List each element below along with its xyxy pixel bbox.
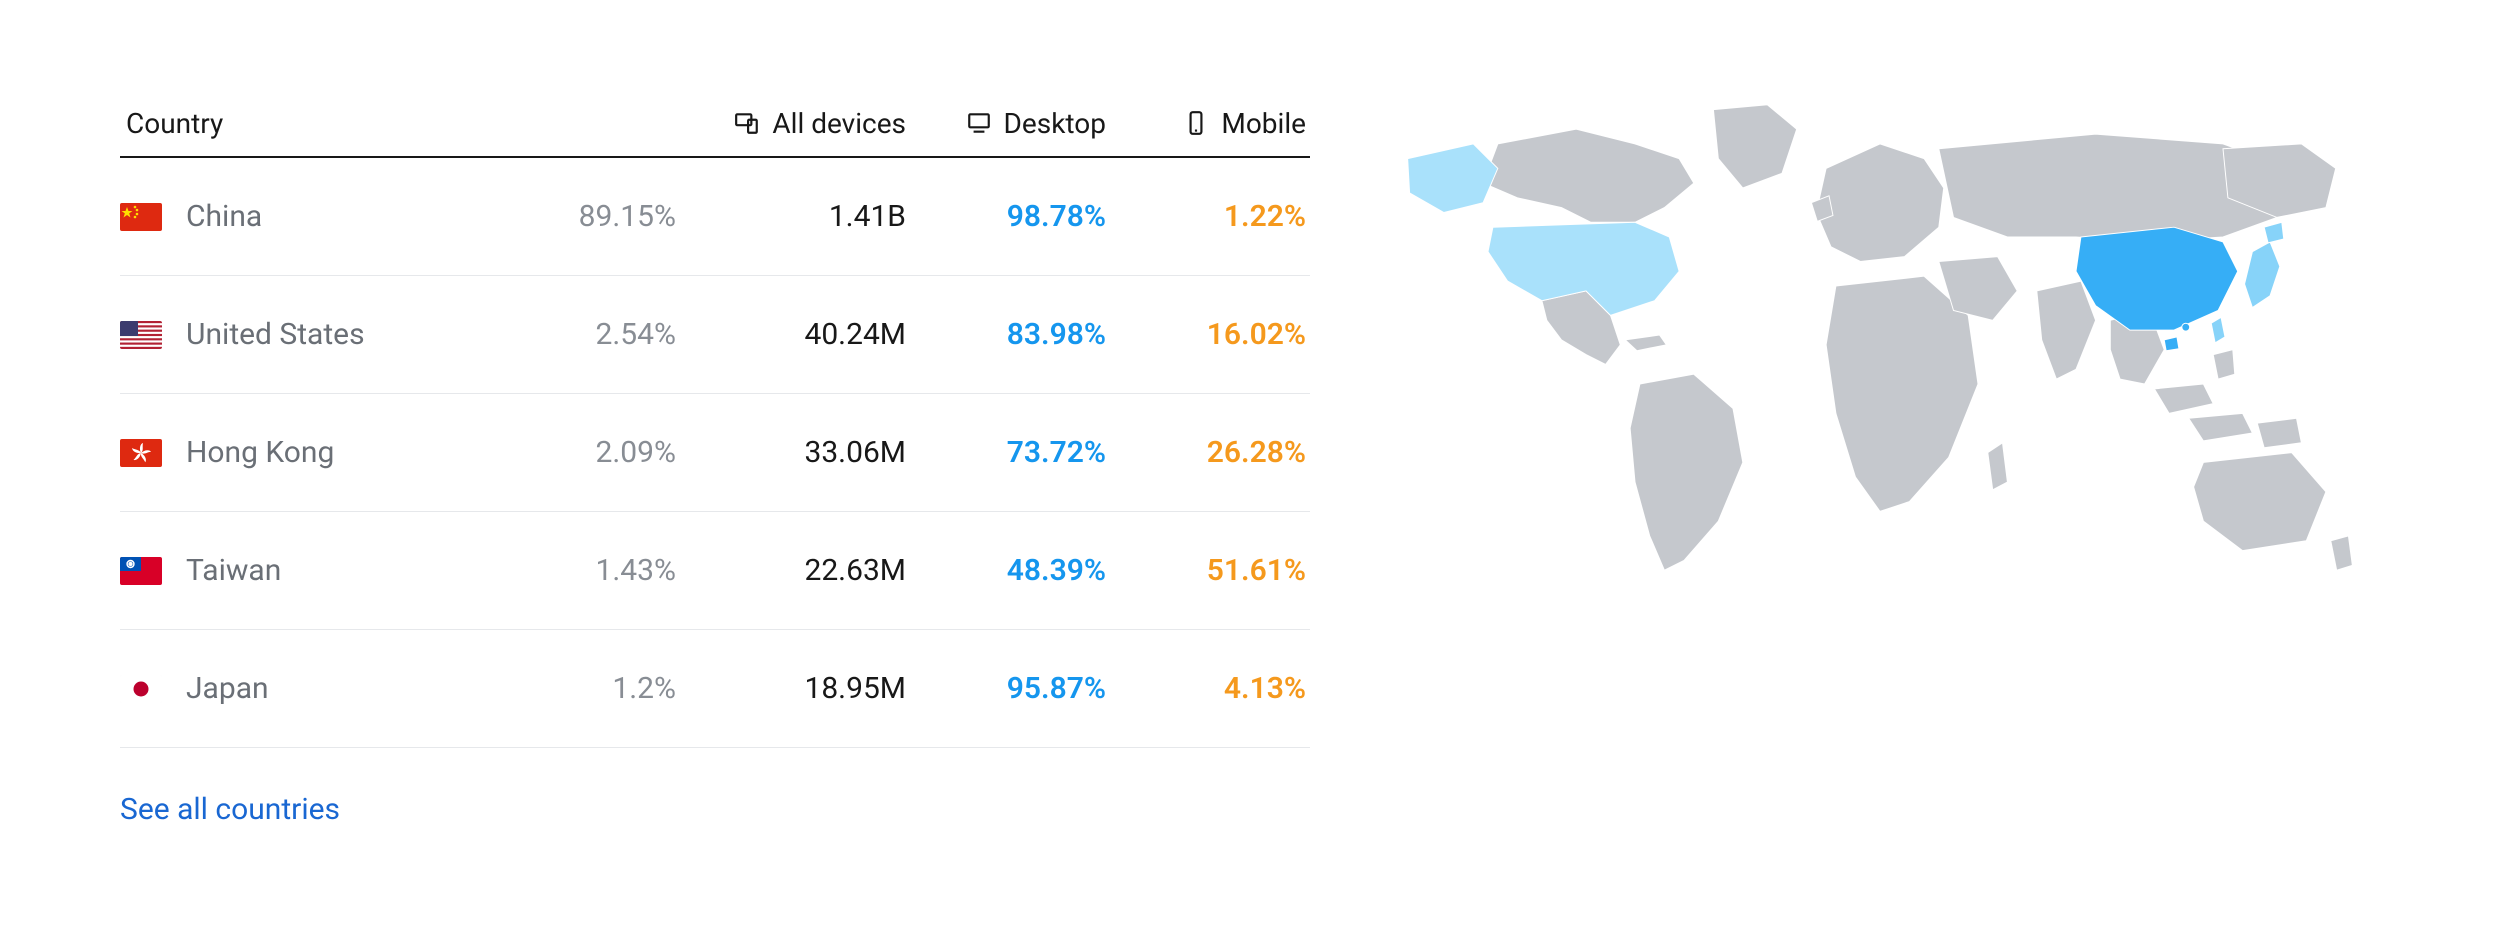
country-flag-cn xyxy=(120,203,186,231)
world-map-svg xyxy=(1390,90,2370,600)
country-flag-us xyxy=(120,321,186,349)
desktop-value: 48.39% xyxy=(906,553,1106,588)
column-header-all-devices-label: All devices xyxy=(772,107,906,140)
table-row[interactable]: Hong Kong 2.09% 33.06M 73.72% 26.28% xyxy=(120,394,1310,512)
country-name: China xyxy=(186,199,486,234)
map-region-cn-hainan[interactable] xyxy=(2164,337,2179,351)
column-header-mobile-label: Mobile xyxy=(1221,107,1306,140)
world-map xyxy=(1390,90,2370,600)
all-devices-value: 40.24M xyxy=(676,317,906,352)
country-name: Hong Kong xyxy=(186,435,486,470)
all-devices-value: 33.06M xyxy=(676,435,906,470)
country-name: Taiwan xyxy=(186,553,486,588)
desktop-value: 95.87% xyxy=(906,671,1106,706)
mobile-value: 1.22% xyxy=(1106,199,1306,234)
mobile-value: 51.61% xyxy=(1106,553,1306,588)
desktop-value: 73.72% xyxy=(906,435,1106,470)
all-devices-value: 22.63M xyxy=(676,553,906,588)
country-flag-tw xyxy=(120,557,186,585)
table-row[interactable]: United States 2.54% 40.24M 83.98% 16.02% xyxy=(120,276,1310,394)
country-share: 89.15% xyxy=(486,199,676,234)
column-header-country[interactable]: Country xyxy=(120,107,486,140)
column-header-mobile[interactable]: Mobile xyxy=(1106,107,1306,140)
country-name: United States xyxy=(186,317,486,352)
mobile-value: 16.02% xyxy=(1106,317,1306,352)
column-header-all-devices[interactable]: All devices xyxy=(676,107,906,140)
desktop-value: 83.98% xyxy=(906,317,1106,352)
devices-icon xyxy=(734,110,760,136)
table-row[interactable]: China 89.15% 1.41B 98.78% 1.22% xyxy=(120,158,1310,276)
desktop-icon xyxy=(966,110,992,136)
country-name: Japan xyxy=(186,671,486,706)
mobile-icon xyxy=(1183,110,1209,136)
country-share: 1.43% xyxy=(486,553,676,588)
mobile-value: 26.28% xyxy=(1106,435,1306,470)
map-region-tw[interactable] xyxy=(2211,317,2225,342)
map-region-cn[interactable] xyxy=(2076,227,2238,330)
map-region-jp-hokkaido[interactable] xyxy=(2264,222,2284,243)
table-row[interactable]: Taiwan 1.43% 22.63M 48.39% 51.61% xyxy=(120,512,1310,630)
country-breakdown-table: Country All devices Desktop xyxy=(120,90,1310,827)
all-devices-value: 1.41B xyxy=(676,199,906,234)
country-flag-hk xyxy=(120,439,186,467)
all-devices-value: 18.95M xyxy=(676,671,906,706)
mobile-value: 4.13% xyxy=(1106,671,1306,706)
column-header-desktop[interactable]: Desktop xyxy=(906,107,1106,140)
country-flag-jp xyxy=(120,675,186,703)
table-row[interactable]: Japan 1.2% 18.95M 95.87% 4.13% xyxy=(120,630,1310,748)
table-header-row: Country All devices Desktop xyxy=(120,90,1310,158)
map-region-us-alaska[interactable] xyxy=(1408,144,1498,213)
column-header-desktop-label: Desktop xyxy=(1004,107,1106,140)
desktop-value: 98.78% xyxy=(906,199,1106,234)
country-share: 2.54% xyxy=(486,317,676,352)
map-region-jp[interactable] xyxy=(2245,242,2280,308)
country-share: 1.2% xyxy=(486,671,676,706)
country-share: 2.09% xyxy=(486,435,676,470)
map-region-hk[interactable] xyxy=(2182,323,2190,331)
see-all-countries-link[interactable]: See all countries xyxy=(120,792,340,827)
